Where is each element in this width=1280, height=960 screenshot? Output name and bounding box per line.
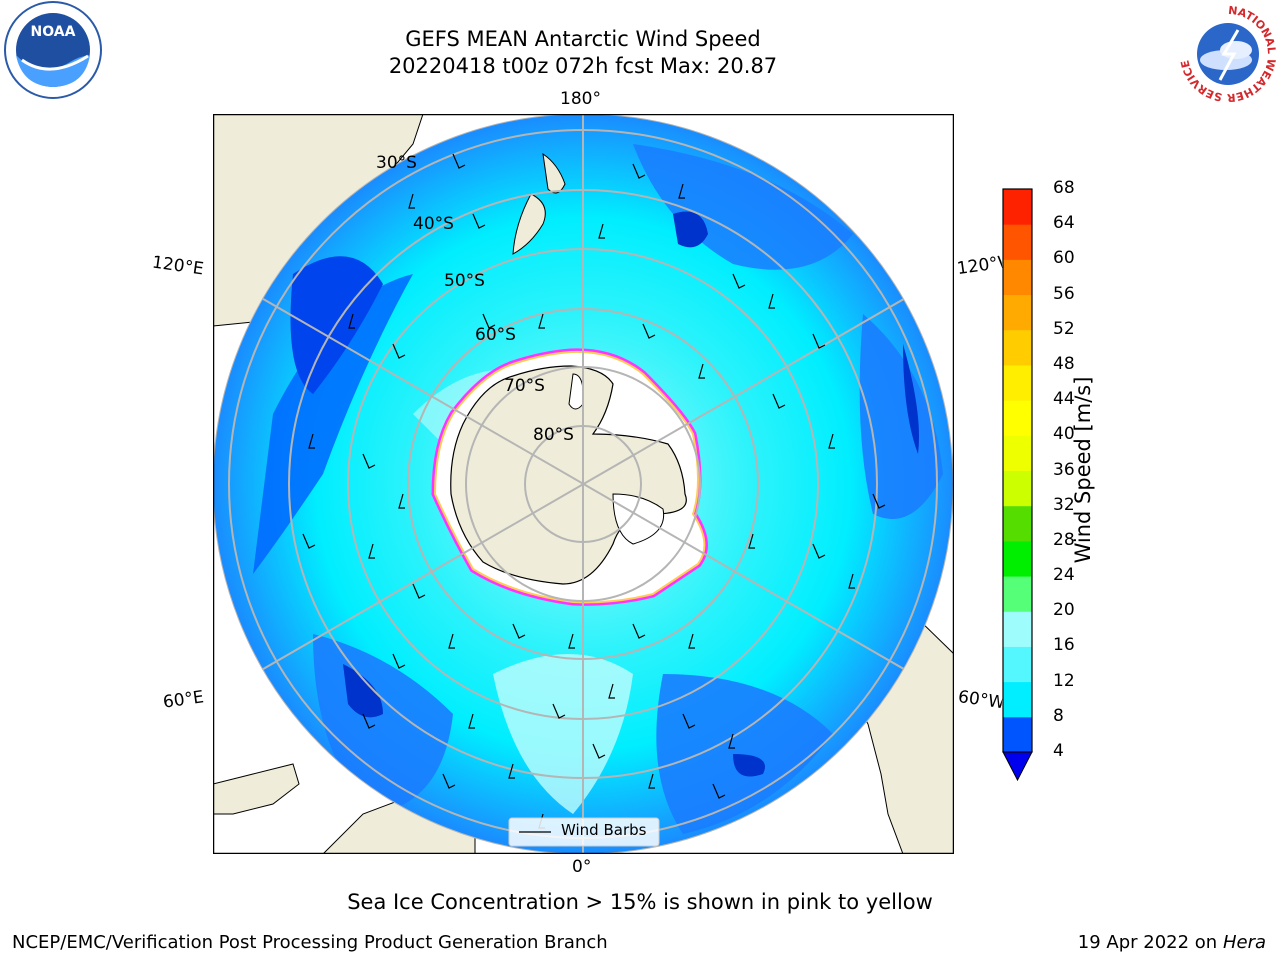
- legend-label: Wind Barbs: [561, 821, 647, 839]
- colorbar-tick-label: 4: [1053, 741, 1064, 761]
- lon-label-60e: 60°E: [161, 687, 206, 713]
- colorbar-label: Wind Speed [m/s]: [1071, 376, 1095, 564]
- colorbar-segment: [1003, 329, 1032, 366]
- colorbar-segment: [1003, 505, 1032, 542]
- colorbar-segment: [1003, 224, 1032, 260]
- colorbar-tick-label: 60: [1053, 248, 1075, 269]
- nws-logo: NATIONAL WEATHER SERVICE: [1178, 4, 1278, 104]
- colorbar-segment: [1003, 259, 1032, 296]
- lon-label-120e: 120°E: [150, 252, 205, 280]
- colorbar-segment: [1003, 646, 1032, 683]
- chart-title: GEFS MEAN Antarctic Wind Speed: [405, 27, 761, 51]
- colorbar-segment: [1003, 294, 1032, 331]
- chart-subtitle: 20220418 t00z 072h fcst Max: 20.87: [388, 54, 778, 78]
- colorbar-segment: [1003, 576, 1032, 612]
- colorbar-tick-label: 40: [1053, 424, 1075, 445]
- colorbar-tick-label: 24: [1053, 565, 1075, 586]
- colorbar-segment: [1003, 681, 1032, 718]
- colorbar-segment: [1003, 435, 1032, 471]
- colorbar-segment: [1003, 540, 1032, 577]
- lon-label-0: 0°: [572, 857, 592, 877]
- sea-ice-caption: Sea Ice Concentration > 15% is shown in …: [347, 890, 933, 914]
- colorbar-segment: [1003, 364, 1032, 401]
- colorbar-tick-label: 8: [1053, 705, 1064, 726]
- noaa-logo: NOAA: [4, 1, 102, 99]
- madagascar-landmass: [212, 763, 300, 815]
- longitude-grid: [213, 114, 953, 854]
- lat-label-30s: 30°S: [376, 153, 417, 173]
- colorbar-tick-label: 44: [1053, 389, 1075, 410]
- lat-label-40s: 40°S: [413, 214, 454, 234]
- colorbar-tick-label: 48: [1053, 353, 1075, 374]
- colorbar-tick-label: 64: [1053, 213, 1075, 234]
- lat-label-50s: 50°S: [444, 271, 485, 291]
- colorbar-tick-label: 36: [1053, 459, 1075, 480]
- lat-label-80s: 80°S: [533, 425, 574, 445]
- colorbar-tick-label: 32: [1053, 494, 1075, 515]
- map-panel: [212, 113, 955, 855]
- legend: [508, 817, 660, 847]
- lat-label-70s: 70°S: [504, 376, 545, 396]
- footer-date-text: 19 Apr 2022 on: [1077, 932, 1223, 953]
- footer-organization: NCEP/EMC/Verification Post Processing Pr…: [12, 932, 608, 953]
- colorbar-segment: [1003, 400, 1032, 436]
- colorbar-segment: [1003, 716, 1032, 753]
- colorbar: [1002, 188, 1033, 782]
- footer-date: 19 Apr 2022 on Hera: [1078, 932, 1266, 953]
- colorbar-tick-label: 52: [1053, 318, 1075, 339]
- footer-host: Hera: [1222, 932, 1266, 953]
- colorbar-segment: [1003, 189, 1032, 225]
- colorbar-tick-label: 28: [1053, 529, 1075, 550]
- colorbar-tick-label: 68: [1053, 178, 1075, 198]
- lat-label-60s: 60°S: [475, 325, 516, 345]
- colorbar-segment: [1003, 470, 1032, 507]
- noaa-logo-text: NOAA: [31, 24, 76, 40]
- colorbar-segment: [1003, 611, 1032, 647]
- colorbar-tick-label: 12: [1053, 670, 1075, 691]
- lon-label-180: 180°: [560, 89, 601, 109]
- wind-barbs: [302, 153, 886, 829]
- polar-map: [212, 113, 955, 855]
- colorbar-tick-label: 16: [1053, 635, 1075, 656]
- colorbar-tick-label: 20: [1053, 600, 1075, 621]
- colorbar-tick-label: 56: [1053, 283, 1075, 304]
